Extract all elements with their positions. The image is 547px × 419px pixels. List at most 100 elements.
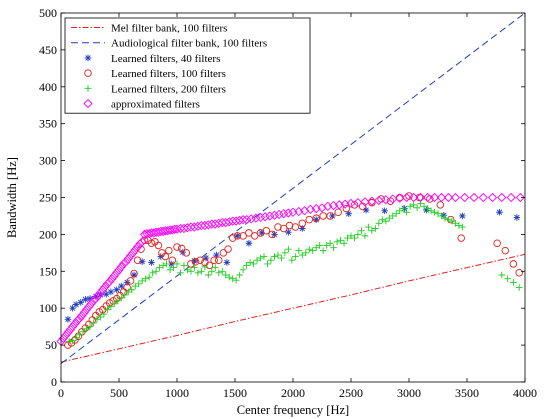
data-point — [61, 330, 71, 341]
data-point — [107, 274, 117, 284]
data-point — [97, 291, 104, 299]
data-point — [121, 257, 131, 267]
legend-label: Learned filters, 40 filters — [111, 53, 220, 65]
data-point — [326, 212, 334, 220]
data-point — [124, 288, 132, 296]
data-point — [90, 319, 97, 327]
data-point — [125, 251, 136, 261]
data-point — [83, 325, 90, 333]
data-point — [274, 223, 282, 231]
data-point — [478, 192, 488, 203]
data-point — [279, 224, 288, 233]
x-tick-label: 3500 — [455, 386, 479, 400]
data-point — [513, 214, 521, 221]
data-point — [262, 226, 271, 235]
data-point — [253, 256, 261, 264]
data-point — [128, 286, 136, 294]
data-point — [392, 210, 400, 218]
data-point — [203, 220, 213, 230]
data-point — [154, 241, 163, 250]
data-point — [215, 256, 223, 264]
data-point — [235, 215, 245, 226]
legend-marker-swatch — [84, 54, 92, 62]
data-point — [182, 223, 193, 233]
data-point — [165, 246, 173, 255]
data-point — [448, 217, 456, 225]
data-point — [358, 227, 365, 235]
data-point — [299, 206, 310, 216]
legend-item: Mel filter bank, 100 filters — [71, 23, 227, 35]
data-point — [72, 334, 80, 342]
data-point — [420, 203, 428, 210]
data-point — [152, 268, 160, 275]
legend-item: Learned filters, 200 filters — [84, 83, 226, 95]
data-point — [105, 276, 115, 287]
data-point — [493, 239, 501, 248]
data-point — [498, 271, 506, 279]
data-point — [100, 282, 110, 292]
data-point — [88, 316, 97, 324]
x-axis-label: Center frequency [Hz] — [237, 403, 349, 417]
data-point — [427, 207, 435, 215]
data-point — [279, 209, 289, 219]
data-point — [79, 328, 87, 336]
data-point — [487, 192, 498, 203]
data-point — [224, 217, 234, 227]
data-point — [119, 259, 129, 269]
data-point — [312, 244, 320, 251]
data-point — [97, 313, 104, 321]
data-point — [323, 242, 330, 249]
data-point — [67, 322, 78, 332]
data-point — [246, 259, 254, 266]
data-point — [353, 198, 363, 208]
data-point — [114, 265, 124, 275]
data-point — [274, 209, 284, 220]
data-point — [423, 206, 430, 214]
legend-label: Learned filters, 200 filters — [111, 83, 226, 95]
data-point — [74, 313, 85, 324]
data-point — [347, 232, 355, 240]
data-point — [147, 239, 156, 248]
data-point — [205, 261, 214, 270]
data-point — [224, 245, 232, 253]
data-point — [239, 266, 247, 274]
data-point — [84, 302, 94, 312]
data-point — [175, 223, 186, 234]
data-point — [109, 271, 119, 281]
data-point — [202, 254, 210, 262]
data-point — [77, 298, 85, 306]
data-point — [238, 215, 248, 225]
data-point — [298, 219, 307, 228]
legend-item: Learned filters, 100 filters — [84, 68, 226, 80]
data-point — [319, 212, 327, 220]
data-point — [413, 204, 421, 212]
series-line — [60, 253, 526, 363]
series-approximated-filters — [56, 192, 525, 347]
y-tick-label: 150 — [39, 264, 57, 278]
data-point — [69, 337, 76, 344]
data-point — [228, 216, 238, 226]
data-point — [232, 276, 240, 284]
data-point — [344, 234, 351, 242]
data-point — [116, 262, 126, 272]
data-point — [317, 203, 327, 213]
data-point — [403, 208, 410, 216]
series-line — [60, 12, 526, 364]
data-point — [388, 194, 398, 204]
data-point — [501, 246, 510, 255]
data-point — [151, 227, 161, 237]
y-tick-label: 50 — [45, 338, 57, 352]
data-point — [191, 264, 198, 271]
data-point — [515, 269, 523, 277]
data-point — [285, 245, 292, 253]
data-point — [142, 229, 152, 239]
data-point — [63, 327, 73, 338]
data-point — [389, 212, 397, 220]
data-point — [345, 210, 352, 218]
data-point — [131, 282, 139, 290]
data-point — [213, 251, 220, 259]
data-point — [440, 211, 448, 219]
data-point — [86, 295, 94, 302]
data-point — [163, 260, 170, 268]
y-tick-label: 500 — [39, 6, 57, 20]
